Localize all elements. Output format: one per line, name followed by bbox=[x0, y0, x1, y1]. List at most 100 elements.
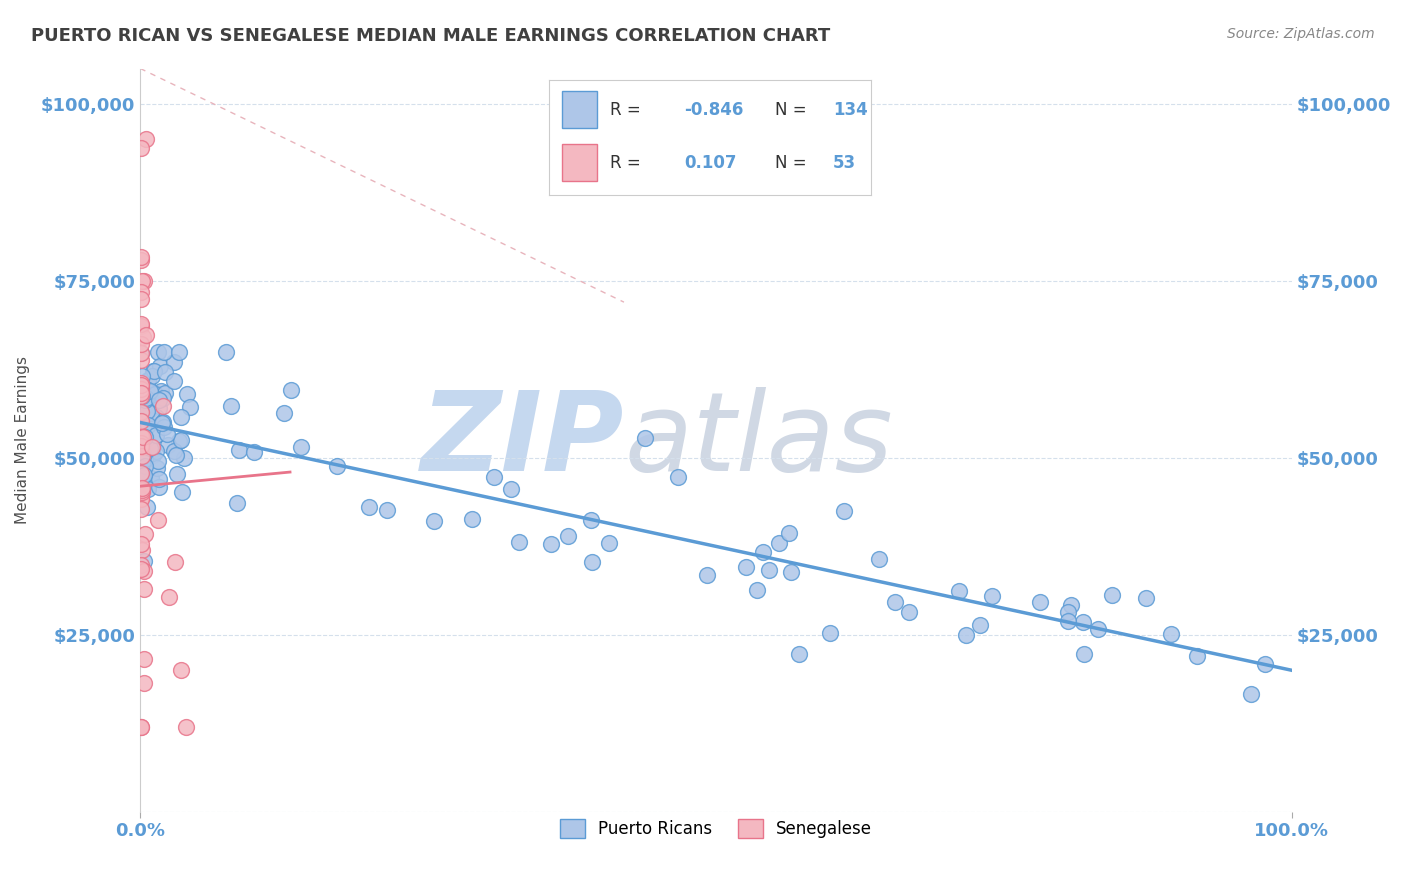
Point bbox=[131, 389, 153, 403]
Point bbox=[132, 430, 155, 444]
Point bbox=[170, 485, 193, 500]
Point bbox=[129, 376, 152, 390]
Point bbox=[1071, 615, 1094, 630]
Point bbox=[129, 382, 152, 396]
Point bbox=[146, 513, 169, 527]
Point bbox=[142, 364, 165, 378]
Point bbox=[1185, 649, 1208, 664]
Point bbox=[1073, 648, 1095, 662]
Point bbox=[1029, 595, 1052, 609]
Point bbox=[163, 374, 186, 388]
Point bbox=[132, 652, 155, 666]
Point bbox=[129, 439, 152, 453]
Point bbox=[131, 389, 153, 403]
Point bbox=[170, 410, 193, 425]
Point bbox=[129, 436, 152, 450]
Point bbox=[143, 385, 166, 400]
Point bbox=[148, 481, 170, 495]
Point bbox=[423, 514, 446, 528]
Point bbox=[132, 445, 155, 459]
Text: ZIP: ZIP bbox=[420, 387, 624, 493]
Point bbox=[131, 483, 153, 497]
Point bbox=[131, 429, 153, 443]
Point bbox=[143, 387, 166, 401]
Point bbox=[141, 441, 163, 455]
Point bbox=[897, 605, 920, 619]
Point bbox=[666, 469, 689, 483]
Point bbox=[141, 443, 163, 458]
Point bbox=[179, 401, 201, 415]
Point bbox=[131, 449, 153, 463]
Point bbox=[141, 413, 163, 427]
Point bbox=[981, 589, 1004, 603]
Point bbox=[131, 485, 153, 500]
Point bbox=[134, 582, 156, 597]
Point bbox=[163, 555, 186, 569]
Point bbox=[166, 467, 188, 481]
Point bbox=[460, 512, 482, 526]
Point bbox=[153, 419, 176, 434]
Point bbox=[136, 482, 159, 496]
Point bbox=[152, 392, 174, 406]
Point bbox=[969, 618, 991, 632]
Point bbox=[1087, 623, 1109, 637]
Point bbox=[129, 378, 152, 392]
Point bbox=[768, 536, 790, 550]
Point bbox=[148, 392, 170, 407]
Point bbox=[508, 535, 530, 549]
Point bbox=[132, 564, 155, 578]
Point bbox=[134, 388, 156, 402]
Point bbox=[579, 513, 602, 527]
Point bbox=[148, 472, 170, 486]
Point bbox=[357, 500, 380, 515]
Text: PUERTO RICAN VS SENEGALESE MEDIAN MALE EARNINGS CORRELATION CHART: PUERTO RICAN VS SENEGALESE MEDIAN MALE E… bbox=[31, 27, 830, 45]
Point bbox=[129, 250, 152, 264]
Point bbox=[129, 346, 152, 360]
Point bbox=[129, 386, 152, 401]
Point bbox=[832, 504, 855, 518]
Point bbox=[131, 381, 153, 395]
Point bbox=[1240, 687, 1263, 701]
Point bbox=[129, 558, 152, 573]
Point bbox=[153, 344, 176, 359]
Point bbox=[273, 406, 295, 420]
Point bbox=[129, 491, 152, 506]
Point bbox=[165, 449, 187, 463]
Point bbox=[132, 554, 155, 568]
Point bbox=[131, 252, 153, 267]
Point bbox=[129, 352, 152, 367]
Point bbox=[153, 365, 176, 379]
Point bbox=[134, 393, 156, 408]
Point bbox=[135, 132, 157, 146]
Point bbox=[135, 327, 157, 342]
Point bbox=[134, 430, 156, 444]
Point bbox=[167, 344, 190, 359]
Point bbox=[167, 434, 190, 449]
Point bbox=[228, 443, 250, 458]
Point bbox=[136, 404, 159, 418]
Point bbox=[149, 359, 172, 373]
Point bbox=[634, 431, 657, 445]
Point bbox=[132, 467, 155, 482]
Point bbox=[148, 401, 170, 415]
Text: Source: ZipAtlas.com: Source: ZipAtlas.com bbox=[1227, 27, 1375, 41]
Point bbox=[226, 496, 249, 510]
Point bbox=[132, 455, 155, 469]
Point bbox=[129, 537, 152, 551]
Point bbox=[169, 663, 191, 677]
Point bbox=[129, 720, 152, 734]
Point bbox=[129, 317, 152, 331]
Point bbox=[326, 458, 349, 473]
Point bbox=[176, 387, 198, 401]
Point bbox=[280, 383, 302, 397]
Point bbox=[696, 568, 718, 582]
Point bbox=[129, 292, 152, 306]
Point bbox=[758, 563, 780, 577]
Point bbox=[780, 565, 803, 579]
Point bbox=[129, 414, 152, 428]
Point bbox=[129, 720, 152, 734]
Point bbox=[131, 346, 153, 360]
Point bbox=[581, 555, 603, 569]
Point bbox=[145, 427, 167, 442]
Point bbox=[598, 536, 620, 550]
